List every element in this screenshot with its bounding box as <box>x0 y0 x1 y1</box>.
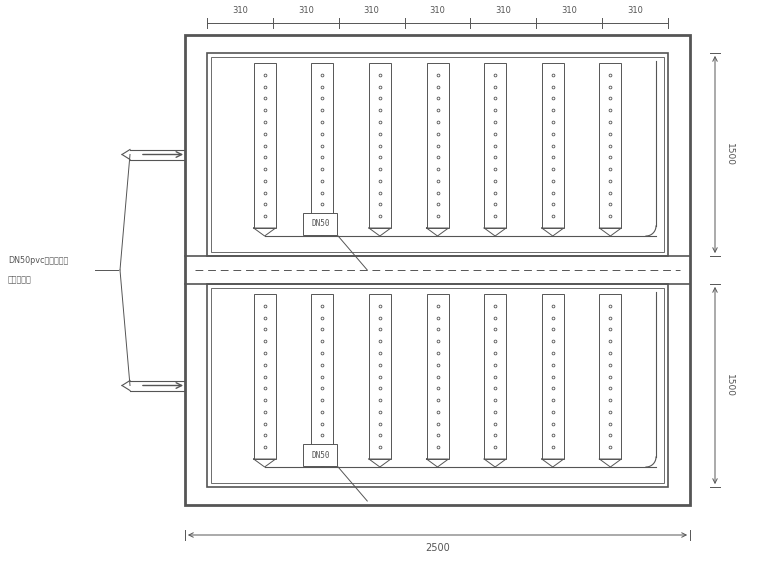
Text: 310: 310 <box>627 6 643 15</box>
Bar <box>542 294 564 459</box>
Text: 接至调节池: 接至调节池 <box>8 275 32 284</box>
Text: 1500: 1500 <box>725 374 734 397</box>
Text: 2500: 2500 <box>425 543 450 553</box>
Text: DN50: DN50 <box>312 219 331 228</box>
Text: 1500: 1500 <box>725 143 734 166</box>
Text: 310: 310 <box>562 6 577 15</box>
Bar <box>600 294 622 459</box>
Bar <box>207 53 668 256</box>
Bar <box>484 63 506 228</box>
Text: 310: 310 <box>429 6 445 15</box>
Bar <box>254 294 276 459</box>
Bar <box>426 63 448 228</box>
Text: 310: 310 <box>496 6 511 15</box>
Bar <box>303 444 337 466</box>
Bar <box>312 63 333 228</box>
Bar <box>312 294 333 459</box>
Text: DN50: DN50 <box>312 451 331 460</box>
Bar <box>426 294 448 459</box>
Bar <box>211 288 664 483</box>
Bar <box>542 63 564 228</box>
Bar <box>600 63 622 228</box>
Text: DN50pvc流泥回流管: DN50pvc流泥回流管 <box>8 256 68 265</box>
Bar <box>369 63 391 228</box>
Bar <box>484 294 506 459</box>
Bar <box>303 213 337 235</box>
Bar <box>185 35 690 505</box>
Bar <box>207 284 668 487</box>
Bar <box>369 294 391 459</box>
Bar <box>254 63 276 228</box>
Text: 310: 310 <box>364 6 379 15</box>
Text: 310: 310 <box>298 6 314 15</box>
Bar <box>211 57 664 252</box>
Text: 310: 310 <box>232 6 248 15</box>
